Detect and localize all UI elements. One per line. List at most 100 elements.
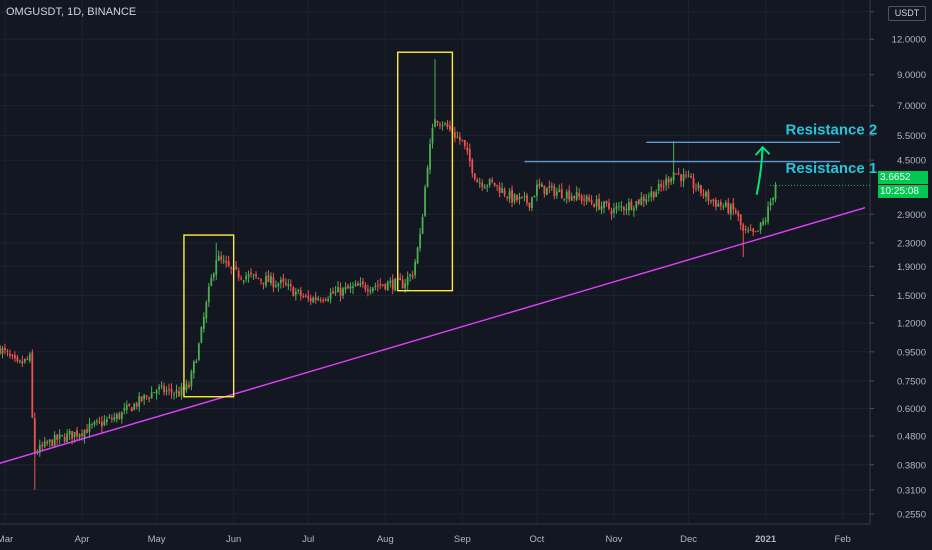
candle-body (595, 199, 598, 207)
candle-body (573, 195, 576, 198)
candle (155, 389, 158, 400)
candle (461, 139, 464, 143)
candle (128, 403, 131, 407)
candle-body (93, 421, 96, 425)
candle-body (496, 184, 499, 186)
candle (463, 139, 466, 150)
candle-body (242, 280, 245, 282)
candle (436, 120, 439, 127)
candle-body (543, 185, 546, 194)
candle (538, 178, 541, 189)
candle (130, 406, 133, 412)
candle-body (700, 185, 702, 194)
candle (312, 296, 315, 304)
candle-body (550, 185, 553, 188)
candle (389, 277, 392, 288)
candle (493, 182, 496, 187)
candle-body (458, 136, 461, 141)
candle (687, 170, 690, 178)
candle (536, 179, 538, 202)
candle (419, 227, 421, 252)
candle-body (516, 194, 518, 201)
candle (613, 202, 615, 219)
candle (600, 201, 603, 215)
candle (506, 195, 508, 201)
candle-body (71, 431, 73, 439)
candle-body (759, 222, 762, 231)
candle (222, 255, 225, 265)
candle (481, 179, 484, 191)
candle-body (667, 178, 670, 183)
candle-body (419, 233, 421, 249)
candle (734, 207, 737, 215)
candle-body (416, 247, 419, 264)
candle-body (376, 285, 379, 287)
currency-button[interactable]: USDT (888, 6, 926, 21)
candle (304, 293, 307, 298)
candle-body (590, 200, 593, 204)
candle (627, 198, 630, 216)
candle-body (424, 187, 426, 216)
candle-body (461, 139, 464, 141)
candle-body (466, 147, 469, 151)
candle (317, 295, 320, 302)
candle (329, 288, 332, 304)
candle-body (635, 201, 638, 208)
candle (384, 283, 387, 291)
time-tick-label: Mar (0, 534, 13, 545)
candle-body (294, 291, 297, 296)
candle-body (406, 276, 409, 285)
candle-body (255, 274, 257, 277)
candle (173, 391, 175, 400)
candle-body (724, 202, 727, 207)
candle (158, 384, 160, 395)
candle-body (518, 196, 521, 200)
candle-body (680, 174, 682, 182)
candle (220, 251, 223, 264)
price-tick-label: 1.9000 (897, 262, 926, 273)
candle-body (150, 392, 153, 399)
candle-body (682, 174, 685, 182)
candle (120, 411, 123, 424)
candle-body (284, 282, 287, 285)
price-tick-label: 2.3000 (897, 238, 926, 249)
candle (630, 198, 633, 211)
candle-body (267, 274, 270, 283)
candle-body (210, 277, 213, 286)
candle (334, 285, 337, 297)
candle-body (610, 210, 613, 214)
candle (411, 270, 414, 280)
candle (449, 120, 451, 132)
candle-body (309, 298, 312, 302)
candle (145, 394, 148, 401)
candle (575, 186, 578, 202)
candle (424, 184, 426, 218)
candle-body (727, 202, 730, 214)
candle (722, 203, 725, 211)
candle (647, 192, 650, 202)
candle-body (411, 275, 414, 277)
candle-body (441, 125, 444, 127)
candle (677, 167, 680, 176)
candle (670, 176, 673, 185)
candle (732, 197, 735, 216)
candle (533, 195, 536, 198)
candle (391, 274, 394, 295)
candle-body (235, 266, 238, 269)
candle (170, 383, 173, 399)
candle (252, 273, 255, 280)
candle-body (752, 228, 755, 232)
candle-body (314, 297, 317, 300)
candle (160, 381, 163, 390)
candle (637, 198, 640, 206)
candle-body (342, 288, 344, 296)
candle-body (14, 355, 16, 359)
candle (625, 203, 628, 215)
candle (719, 199, 722, 211)
candle (635, 200, 638, 211)
candle-body (158, 386, 160, 390)
candle-body (401, 279, 404, 289)
candle-body (565, 191, 568, 199)
candle (205, 300, 208, 323)
